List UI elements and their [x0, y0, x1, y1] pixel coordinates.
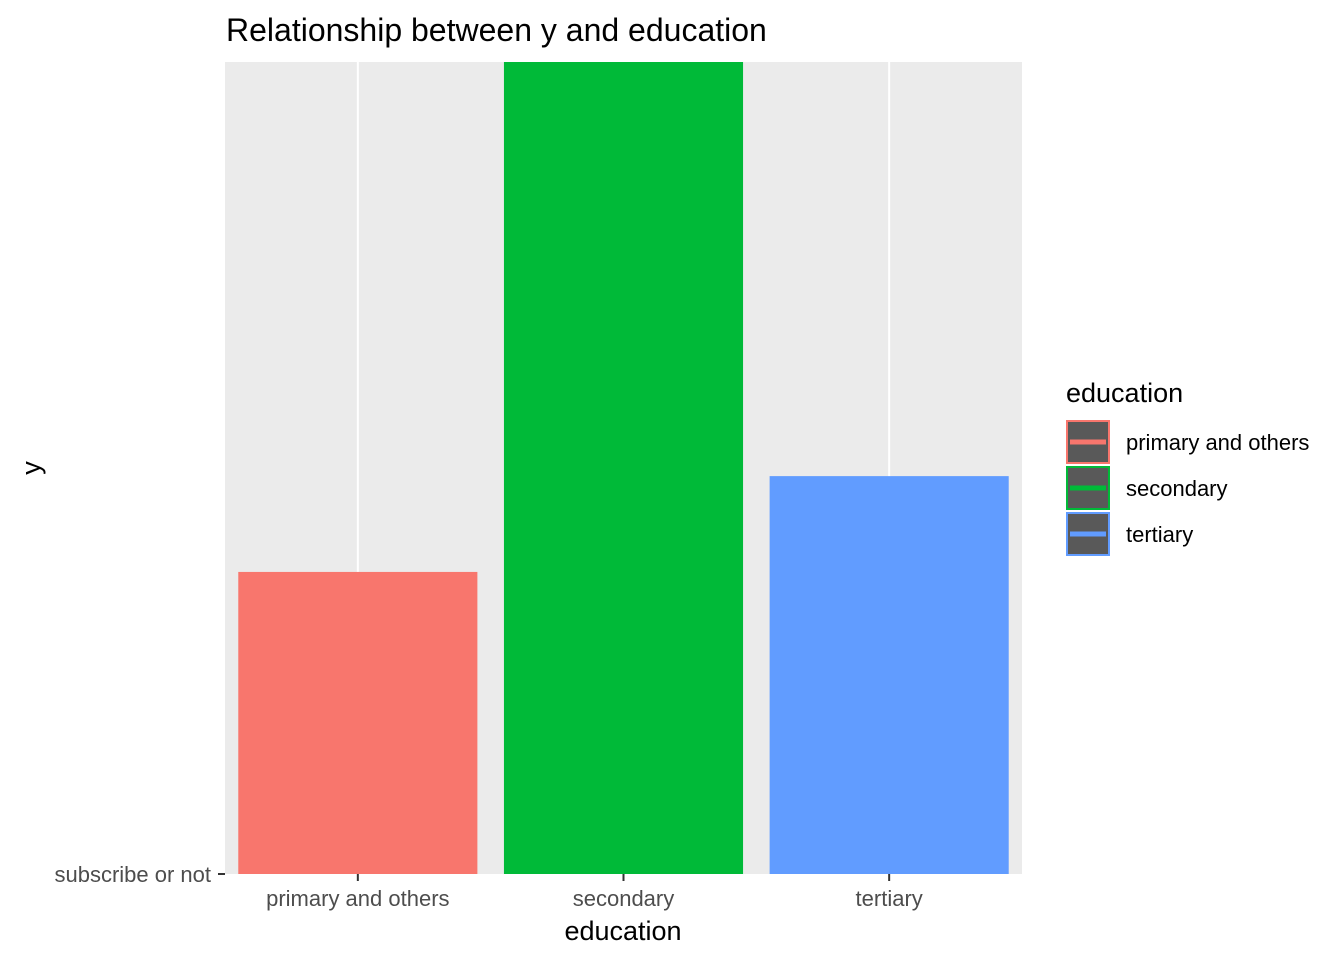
x-axis-title: education: [564, 916, 681, 946]
x-tick-label-cat-0: primary and others: [266, 886, 449, 911]
y-axis-title: y: [16, 461, 46, 475]
legend-title: education: [1066, 378, 1183, 408]
y-axis: subscribe or not: [54, 862, 225, 887]
legend: education primary and others secondary ter…: [1066, 378, 1309, 556]
legend-label-cat-0: primary and others: [1126, 430, 1309, 455]
legend-label-cat-2: tertiary: [1126, 522, 1193, 547]
bar-cat-0: [238, 571, 478, 874]
bar-cat-2: [769, 476, 1009, 874]
legend-items: primary and others secondary tertiary: [1066, 420, 1309, 556]
bar-cat-1: [503, 62, 744, 874]
bars: [238, 62, 1009, 874]
legend-label-cat-1: secondary: [1126, 476, 1228, 501]
x-tick-label-cat-2: tertiary: [856, 886, 923, 911]
chart-title: Relationship between y and education: [226, 12, 767, 48]
y-tick-label-0: subscribe or not: [54, 862, 211, 887]
x-tick-label-cat-1: secondary: [573, 886, 675, 911]
x-axis: primary and others secondary tertiary: [266, 874, 923, 911]
